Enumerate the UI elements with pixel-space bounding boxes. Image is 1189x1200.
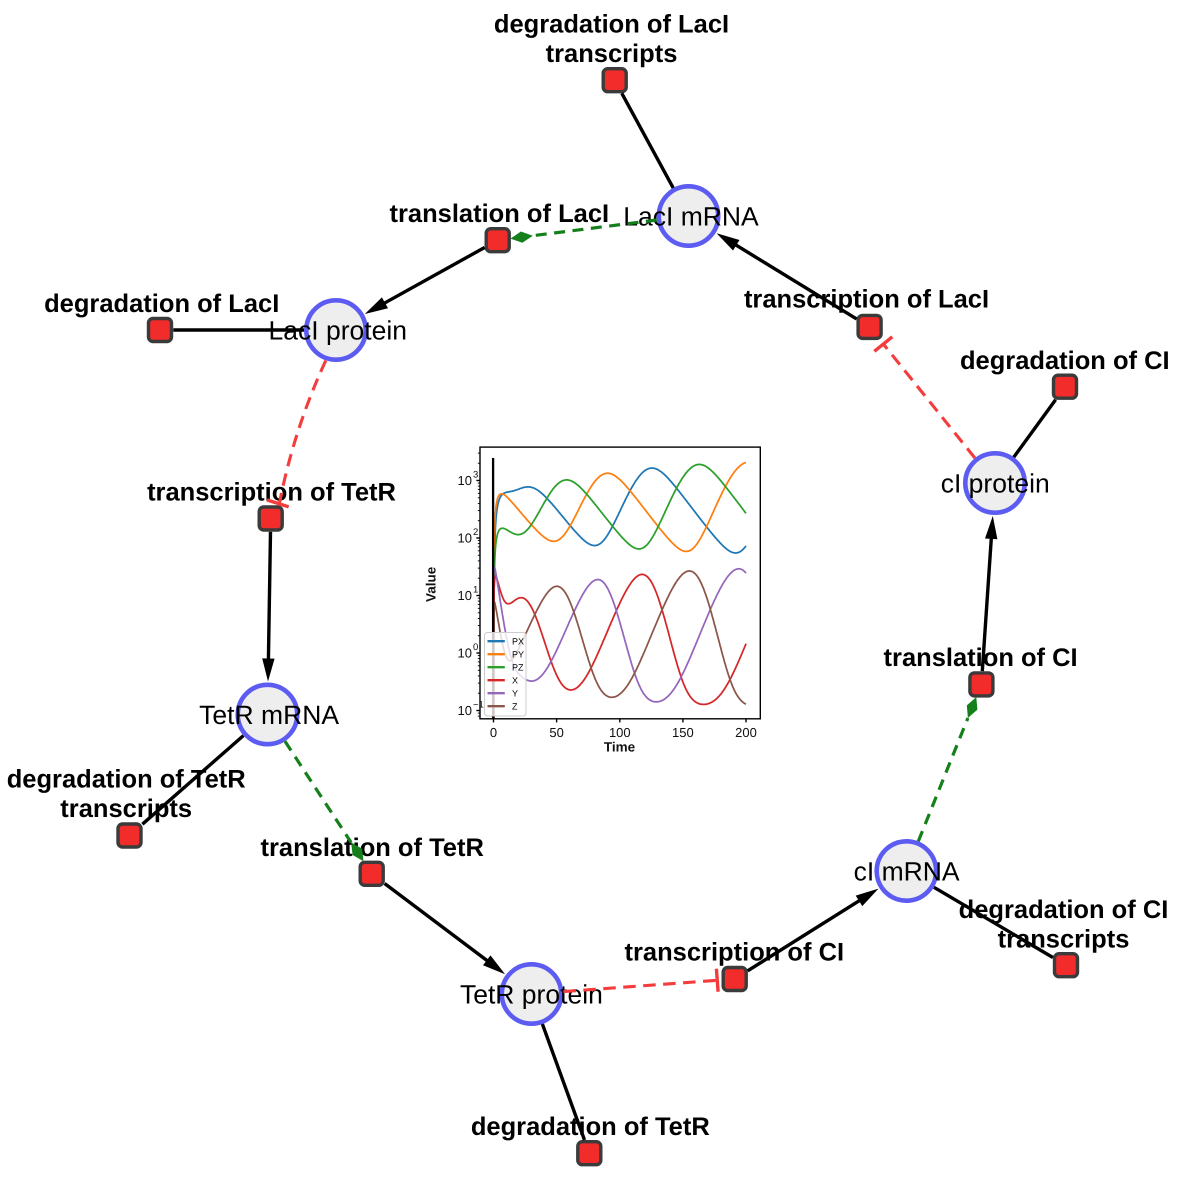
svg-text:degradation of TetR: degradation of TetR bbox=[7, 766, 246, 794]
svg-text:1: 1 bbox=[473, 585, 478, 596]
svg-text:Value: Value bbox=[424, 566, 439, 602]
svg-text:cI protein: cI protein bbox=[941, 469, 1050, 499]
svg-text:degradation of TetR: degradation of TetR bbox=[471, 1113, 710, 1141]
svg-text:X: X bbox=[512, 675, 518, 685]
svg-text:10: 10 bbox=[458, 646, 472, 661]
svg-text:transcripts: transcripts bbox=[998, 926, 1130, 954]
svg-text:transcription of CI: transcription of CI bbox=[625, 938, 845, 966]
svg-text:transcripts: transcripts bbox=[546, 40, 678, 68]
svg-text:TetR mRNA: TetR mRNA bbox=[199, 700, 339, 730]
svg-text:TetR protein: TetR protein bbox=[460, 980, 603, 1010]
svg-text:Z: Z bbox=[512, 701, 518, 711]
svg-text:Y: Y bbox=[512, 688, 518, 698]
svg-text:LacI mRNA: LacI mRNA bbox=[623, 202, 759, 232]
svg-text:degradation of LacI: degradation of LacI bbox=[494, 11, 729, 39]
svg-text:10: 10 bbox=[458, 473, 472, 488]
svg-text:translation of TetR: translation of TetR bbox=[261, 834, 484, 862]
svg-text:150: 150 bbox=[672, 725, 694, 740]
svg-text:10: 10 bbox=[458, 588, 472, 603]
svg-text:PX: PX bbox=[512, 636, 524, 646]
svg-text:translation of LacI: translation of LacI bbox=[389, 200, 609, 228]
svg-text:transcription of LacI: transcription of LacI bbox=[744, 285, 989, 313]
svg-text:100: 100 bbox=[609, 725, 631, 740]
svg-text:degradation of CI: degradation of CI bbox=[960, 347, 1170, 375]
svg-text:degradation of LacI: degradation of LacI bbox=[44, 290, 279, 318]
svg-text:degradation of CI: degradation of CI bbox=[959, 896, 1169, 924]
svg-text:Time: Time bbox=[604, 740, 636, 755]
svg-text:2: 2 bbox=[473, 527, 478, 538]
svg-text:10: 10 bbox=[458, 531, 472, 546]
svg-text:0: 0 bbox=[490, 725, 497, 740]
svg-text:translation of CI: translation of CI bbox=[884, 644, 1078, 672]
svg-text:200: 200 bbox=[735, 725, 757, 740]
svg-text:cI mRNA: cI mRNA bbox=[854, 857, 960, 887]
svg-text:PY: PY bbox=[512, 649, 524, 659]
svg-text:10: 10 bbox=[458, 703, 472, 718]
svg-text:0: 0 bbox=[473, 642, 478, 653]
svg-text:PZ: PZ bbox=[512, 662, 524, 672]
svg-text:50: 50 bbox=[549, 725, 563, 740]
svg-text:3: 3 bbox=[473, 470, 478, 481]
svg-text:−1: −1 bbox=[473, 700, 484, 711]
